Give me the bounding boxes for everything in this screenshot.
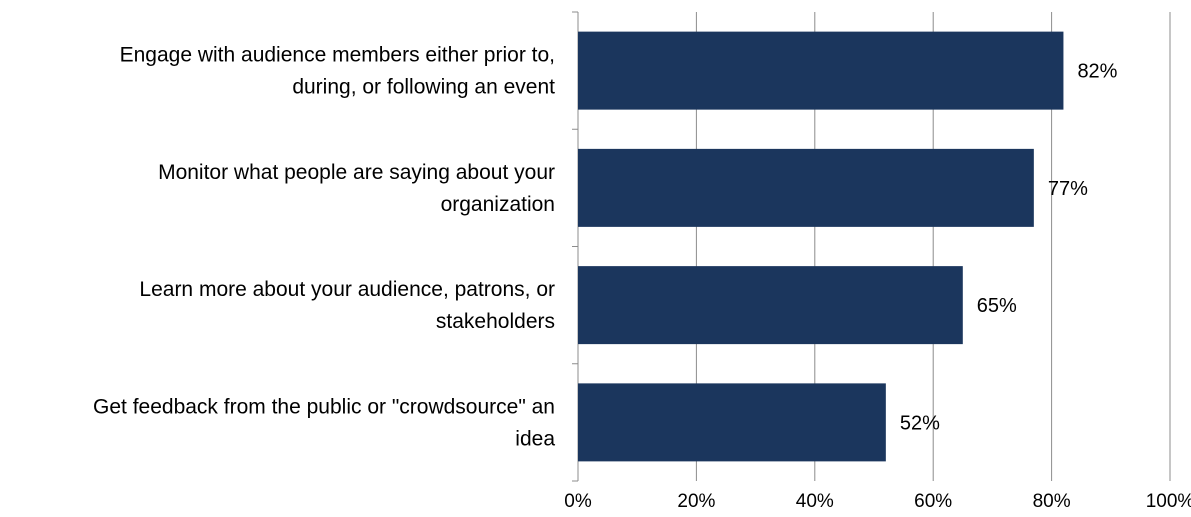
category-label-line: Get feedback from the public or "crowdso… [93, 395, 555, 418]
category-label-line: during, or following an event [292, 76, 555, 99]
data-label-2: 65% [977, 295, 1017, 317]
x-tick-label-80: 80% [1033, 491, 1071, 512]
category-label-3: Get feedback from the public or "crowdso… [93, 395, 555, 450]
x-tick-label-40: 40% [796, 491, 834, 512]
data-label-3: 52% [900, 412, 940, 434]
category-label-line: idea [515, 427, 555, 450]
bar-2 [578, 266, 963, 345]
category-label-line: organization [441, 193, 555, 216]
labels: 82% Engage with audience members either p… [93, 44, 1191, 512]
x-tick-label-0: 0% [564, 491, 592, 512]
data-label-0: 82% [1077, 61, 1117, 83]
category-label-line: stakeholders [436, 310, 555, 333]
category-label-0: Engage with audience members either prio… [120, 44, 556, 99]
category-label-1: Monitor what people are saying about you… [158, 161, 555, 216]
bars [578, 31, 1064, 462]
category-label-line: Engage with audience members either prio… [120, 44, 555, 67]
data-label-1: 77% [1048, 178, 1088, 200]
category-label-line: Learn more about your audience, patrons,… [139, 278, 555, 301]
bar-1 [578, 148, 1034, 227]
x-tick-label-100: 100% [1146, 491, 1191, 512]
axes [572, 11, 579, 482]
category-label-line: Monitor what people are saying about you… [158, 161, 555, 184]
bar-0 [578, 31, 1064, 110]
category-label-2: Learn more about your audience, patrons,… [139, 278, 555, 333]
x-tick-label-20: 20% [677, 491, 715, 512]
bar-3 [578, 383, 886, 462]
x-tick-label-60: 60% [914, 491, 952, 512]
